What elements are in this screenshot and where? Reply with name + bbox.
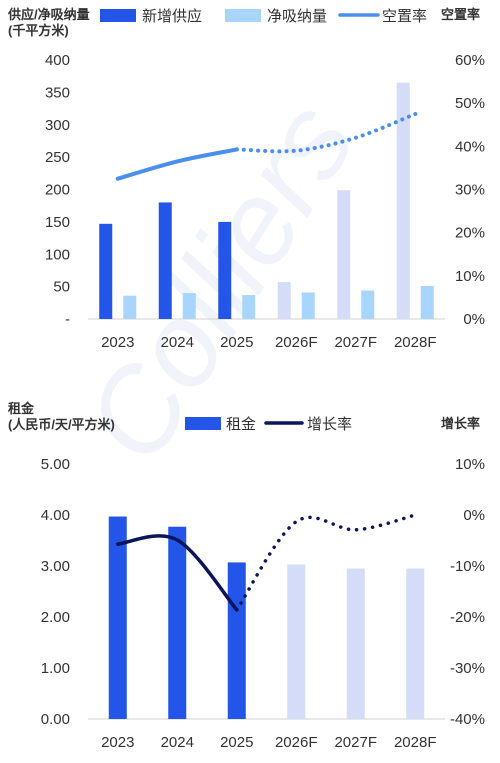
c1-bar-forecast-ghost <box>277 282 291 319</box>
c1-y2tick-label: 40% <box>455 138 485 155</box>
c2-ytick-label: 5.00 <box>41 456 70 473</box>
c1-yaxis-title-line2: (千平方米) <box>8 23 69 38</box>
c2-y2tick-label: 0% <box>463 507 485 524</box>
c2-ytick-label: 2.00 <box>41 609 70 626</box>
c1-bar-absorption <box>301 292 315 319</box>
c1-y2tick-label: 60% <box>455 52 485 69</box>
c1-vacancy-line <box>115 112 418 181</box>
c2-y2tick-label: -40% <box>450 711 485 728</box>
c2-xtick-label: 2025 <box>220 734 253 751</box>
c1-bar-supply <box>158 202 172 319</box>
c1-legend-swatch-absorption <box>225 9 261 22</box>
c1-y2axis-title: 空置率 <box>441 7 480 22</box>
c1-bars <box>99 82 434 320</box>
c2-xtick-label: 2026F <box>275 734 318 751</box>
c1-ytick-label: 400 <box>45 52 70 69</box>
c2-xtick-label: 2027F <box>334 734 377 751</box>
c2-bars <box>108 516 425 719</box>
c1-y2tick-label: 50% <box>455 95 485 112</box>
c2-bar-rent <box>108 516 127 719</box>
c2-bar-rent <box>346 568 365 719</box>
c1-xtick-label: 2026F <box>275 334 318 351</box>
c1-ytick-label: 50 <box>53 279 70 296</box>
c2-bar-rent <box>168 526 187 719</box>
c1-bar-supply <box>218 221 232 319</box>
c1-right-axis: 0% 10% 20% 30% 40% 50% 60% <box>455 52 485 328</box>
c1-left-axis: - 50 100 150 200 250 300 350 400 <box>45 52 70 328</box>
c2-y2tick-label: -30% <box>450 660 485 677</box>
c2-y2tick-label: -10% <box>450 558 485 575</box>
c1-xtick-label: 2024 <box>161 334 194 351</box>
c1-bar-supply <box>396 82 410 319</box>
c1-bar-absorption <box>182 293 196 319</box>
c1-y2tick-label: 30% <box>455 182 485 199</box>
c1-xtick-label: 2027F <box>334 334 377 351</box>
c1-ytick-label: 150 <box>45 214 70 231</box>
c1-bar-supply <box>337 318 351 320</box>
c2-ytick-label: 0.00 <box>41 711 70 728</box>
c1-bar-forecast-ghost <box>337 190 351 319</box>
c2-yaxis-title-line1: 租金 <box>8 401 35 416</box>
c1-ytick-label: 250 <box>45 149 70 166</box>
c1-legend-swatch-supply <box>100 9 136 22</box>
c1-ytick-label: 300 <box>45 117 70 134</box>
c1-xtick-label: 2025 <box>220 334 253 351</box>
supply-absorption-vacancy-chart: 供应/净吸纳量 (千平方米) 空置率 新增供应 净吸纳量 空置率 - 50 100 1… <box>7 7 485 351</box>
c2-xtick-label: 2028F <box>394 734 437 751</box>
c1-bar-absorption <box>123 295 137 319</box>
c2-xtick-label: 2024 <box>161 734 194 751</box>
c1-legend-label-vacancy: 空置率 <box>382 8 427 25</box>
c2-bar-rent <box>287 564 306 719</box>
c1-yaxis-title-line1: 供应/净吸纳量 <box>7 7 90 22</box>
c1-bar-supply <box>99 223 113 319</box>
c2-growth-line <box>116 513 418 612</box>
c1-xtick-label: 2028F <box>394 334 437 351</box>
c2-bar-rent <box>406 568 425 719</box>
c2-line-forecast <box>235 513 418 612</box>
c1-bar-absorption <box>361 290 375 319</box>
c1-legend-label-absorption: 净吸纳量 <box>267 8 327 25</box>
rent-growth-chart: 租金 (人民币/天/平方米) 增长率 租金 增长率 0.00 1.00 2.00 3.… <box>8 401 485 751</box>
c2-ytick-label: 3.00 <box>41 558 70 575</box>
c2-legend-swatch-rent <box>185 417 221 430</box>
c1-ytick-label: 350 <box>45 84 70 101</box>
c2-ytick-label: 4.00 <box>41 507 70 524</box>
c2-legend-label-growth: 增长率 <box>307 416 352 433</box>
c1-x-axis: 2023 2024 2025 2026F 2027F 2028F <box>101 334 436 351</box>
c2-yaxis-title-line2: (人民币/天/平方米) <box>8 417 115 432</box>
c2-y2tick-label: -20% <box>450 609 485 626</box>
c2-legend-label-rent: 租金 <box>226 416 256 433</box>
c1-line-forecast <box>234 112 418 154</box>
c2-left-axis: 0.00 1.00 2.00 3.00 4.00 5.00 <box>41 456 70 728</box>
c1-ytick-label: 200 <box>45 182 70 199</box>
c2-y2tick-label: 10% <box>455 456 485 473</box>
c2-xtick-label: 2023 <box>101 734 134 751</box>
c1-legend-label-supply: 新增供应 <box>142 7 202 25</box>
c2-right-axis: -40% -30% -20% -10% 0% 10% <box>450 456 485 728</box>
c1-xtick-label: 2023 <box>101 334 134 351</box>
c1-y2tick-label: 20% <box>455 225 485 242</box>
c1-ytick-label: 100 <box>45 246 70 263</box>
c1-bar-absorption <box>242 295 256 319</box>
c2-y2axis-title: 增长率 <box>441 416 480 431</box>
c1-y2tick-label: 10% <box>455 268 485 285</box>
c2-ytick-label: 1.00 <box>41 660 70 677</box>
c1-ytick-label: - <box>65 311 70 328</box>
c2-bar-rent <box>227 562 246 719</box>
c2-line-actual <box>116 534 239 612</box>
c2-x-axis: 2023 2024 2025 2026F 2027F 2028F <box>101 734 436 751</box>
c2-legend: 租金 增长率 <box>185 416 352 433</box>
c1-bar-absorption <box>420 285 434 319</box>
c1-bar-supply <box>277 318 291 320</box>
c1-legend: 新增供应 净吸纳量 空置率 <box>100 7 427 25</box>
c1-y2tick-label: 0% <box>463 311 485 328</box>
c1-line-actual <box>115 147 239 181</box>
